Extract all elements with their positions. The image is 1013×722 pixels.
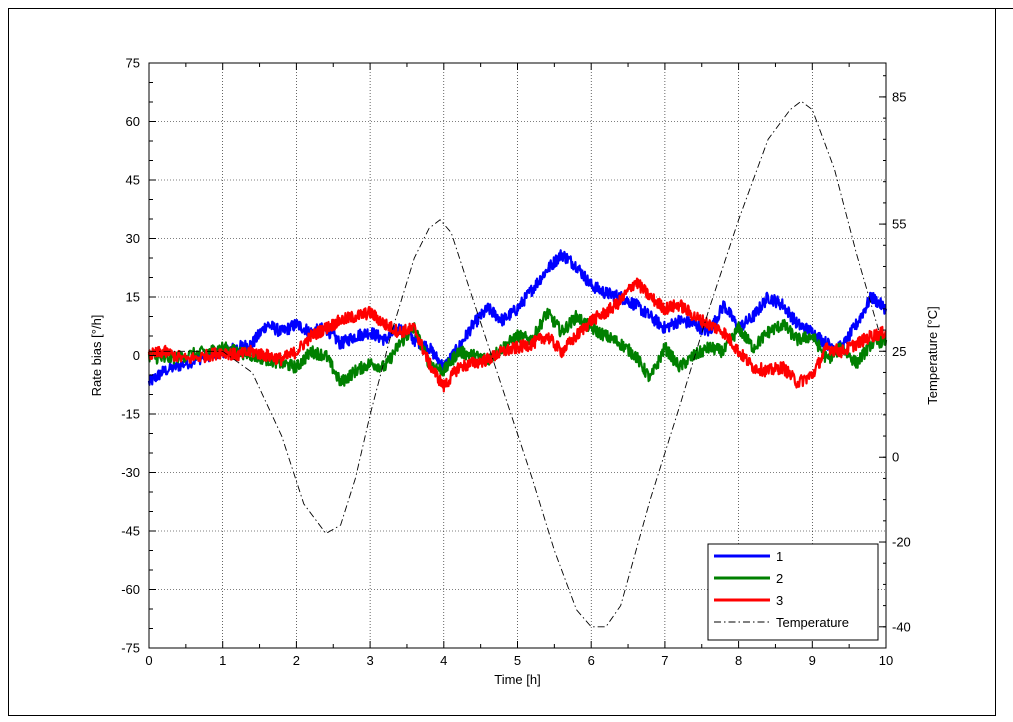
y2-tick-label: 85 xyxy=(892,89,906,104)
y-tick-label: 30 xyxy=(126,231,140,246)
legend-label: 2 xyxy=(776,571,783,586)
y-tick-label: 75 xyxy=(126,56,140,71)
y-tick-label: -15 xyxy=(121,407,140,422)
x-tick-label: 5 xyxy=(514,653,521,668)
series-line-3 xyxy=(147,277,887,393)
y2-tick-label: -20 xyxy=(892,535,911,550)
y-tick-label: -30 xyxy=(121,465,140,480)
y-tick-label: -75 xyxy=(121,641,140,656)
y-tick-label: 15 xyxy=(126,290,140,305)
y-tick-label: -45 xyxy=(121,524,140,539)
top-edge-line xyxy=(996,8,1013,9)
x-tick-label: 8 xyxy=(735,653,742,668)
x-tick-label: 4 xyxy=(440,653,447,668)
y-tick-label: 60 xyxy=(126,114,140,129)
series-layer xyxy=(147,100,888,628)
series-line-1 xyxy=(147,249,888,386)
x-tick-label: 2 xyxy=(293,653,300,668)
y-tick-label: 45 xyxy=(126,173,140,188)
x-tick-label: 1 xyxy=(219,653,226,668)
x-axis-title: Time [h] xyxy=(494,672,540,687)
y-tick-label: 0 xyxy=(133,348,140,363)
series-line-temperature xyxy=(149,100,880,628)
x-tick-label: 10 xyxy=(879,653,893,668)
series-line-2 xyxy=(147,307,888,387)
y2-tick-label: 25 xyxy=(892,344,906,359)
x-tick-label: 9 xyxy=(809,653,816,668)
legend-label: 1 xyxy=(776,549,783,564)
legend: 1 2 3 Temperature xyxy=(707,543,879,641)
legend-label: Temperature xyxy=(776,615,849,630)
x-tick-label: 6 xyxy=(588,653,595,668)
x-tick-label: 3 xyxy=(366,653,373,668)
y2-tick-label: 0 xyxy=(892,450,899,465)
legend-box xyxy=(707,543,879,641)
y2-tick-label: 55 xyxy=(892,217,906,232)
y-tick-label: -60 xyxy=(121,582,140,597)
y-axis-title: Rate bias [°/h] xyxy=(89,315,104,397)
ticks: 0 1 2 3 4 5 6 7 8 9 10-75-60-45-30-1501530456075-4… xyxy=(121,56,911,669)
x-tick-label: 7 xyxy=(661,653,668,668)
x-tick-label: 0 xyxy=(145,653,152,668)
y2-tick-label: -40 xyxy=(892,619,911,634)
y2-axis-title: Temperature [°C] xyxy=(925,306,940,404)
legend-label: 3 xyxy=(776,593,783,608)
